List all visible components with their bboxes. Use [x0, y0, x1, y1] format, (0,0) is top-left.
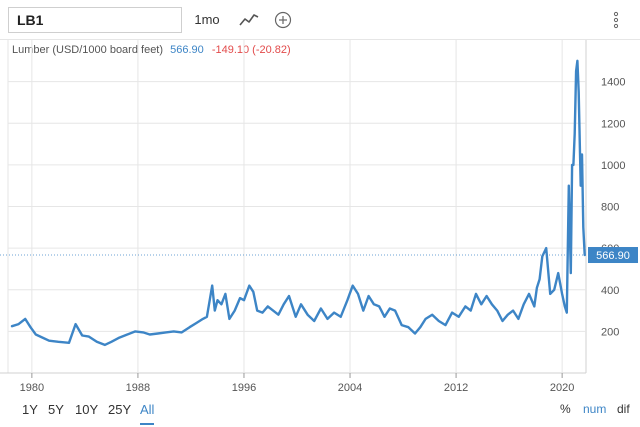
- mode-num[interactable]: num: [583, 402, 607, 416]
- period-selector[interactable]: 1mo: [194, 12, 220, 27]
- chart-toolbar: LB1 1mo: [0, 0, 640, 40]
- series-value: 566.90: [170, 44, 204, 56]
- price-chart[interactable]: 2004006008001000120014001980198819962004…: [0, 40, 640, 396]
- mode-percent[interactable]: %: [560, 402, 571, 416]
- y-tick-label: 800: [601, 202, 619, 214]
- y-tick-label: 1000: [601, 160, 625, 172]
- x-tick-label: 1988: [126, 382, 150, 394]
- x-tick-label: 2004: [338, 382, 362, 394]
- vertical-dots-icon[interactable]: [608, 8, 624, 32]
- symbol-input[interactable]: LB1: [8, 7, 182, 33]
- range-10y[interactable]: 10Y: [75, 402, 99, 417]
- range-1y[interactable]: 1Y: [22, 402, 38, 417]
- mode-dif[interactable]: dif: [617, 402, 630, 416]
- y-tick-label: 400: [601, 285, 619, 297]
- price-series-line: [10, 59, 586, 347]
- range-5y[interactable]: 5Y: [48, 402, 64, 417]
- y-tick-label: 200: [601, 326, 619, 338]
- x-tick-label: 2020: [550, 382, 574, 394]
- last-price-tag: [588, 247, 638, 264]
- range-25y[interactable]: 25Y: [108, 402, 132, 417]
- y-tick-label: 1200: [601, 118, 625, 130]
- series-change: -149.10 (-20.82): [211, 44, 291, 56]
- last-price-label: 566.90: [596, 250, 630, 262]
- y-tick-label: 1400: [601, 77, 625, 89]
- range-all[interactable]: All: [140, 400, 155, 425]
- range-selector: 1Y 5Y 10Y 25Y All % num dif: [0, 396, 640, 427]
- plus-circle-icon[interactable]: [273, 10, 293, 30]
- x-tick-label: 2012: [444, 382, 468, 394]
- x-tick-label: 1996: [232, 382, 256, 394]
- x-tick-label: 1980: [20, 382, 44, 394]
- series-name: Lumber (USD/1000 board feet): [12, 44, 164, 56]
- line-chart-icon[interactable]: [238, 10, 260, 30]
- chart-legend: Lumber (USD/1000 board feet) 566.90 -149…: [12, 44, 291, 56]
